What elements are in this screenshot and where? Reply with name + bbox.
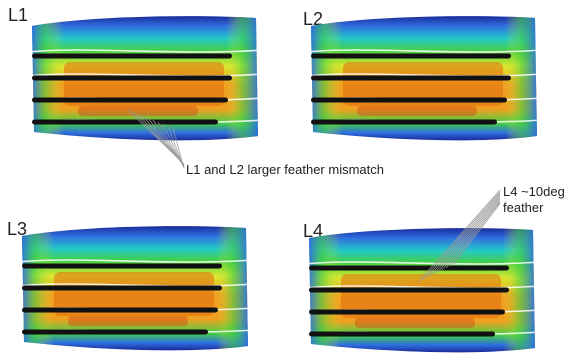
panel-l1: [28, 8, 263, 148]
panel-label-l4: L4: [303, 221, 324, 241]
panel-label-l2: L2: [303, 9, 324, 29]
panel-label-l3: L3: [7, 219, 28, 239]
streamer-line: [309, 309, 505, 315]
streamer-line: [32, 97, 228, 103]
streamer-line: [309, 265, 509, 271]
mismatch-annotation: L1 and L2 larger feather mismatch: [186, 162, 384, 177]
streamer-line: [32, 119, 218, 125]
streamer-line: [311, 119, 497, 125]
panel-l4: [305, 220, 540, 360]
streamer-line: [22, 285, 222, 291]
heatmap: [305, 228, 540, 353]
streamer-line: [311, 97, 507, 103]
streamer-line: [32, 53, 232, 59]
heatmap: [307, 16, 542, 141]
panel-l2: [307, 8, 542, 148]
l4-annotation-line1: L4 ~10deg: [503, 184, 565, 199]
streamer-line: [22, 263, 222, 269]
streamer-line: [32, 75, 232, 81]
streamer-line: [309, 331, 495, 337]
streamer-line: [311, 75, 511, 81]
panel-label-l1: L1: [8, 5, 29, 25]
streamer-line: [22, 307, 218, 313]
streamer-line: [22, 329, 208, 335]
l4-annotation-line2: feather: [503, 200, 544, 215]
streamer-line: [311, 53, 511, 59]
heatmap: [28, 16, 263, 141]
heatmap: [18, 226, 253, 351]
streamer-line: [309, 287, 509, 293]
panel-l3: [18, 218, 253, 358]
